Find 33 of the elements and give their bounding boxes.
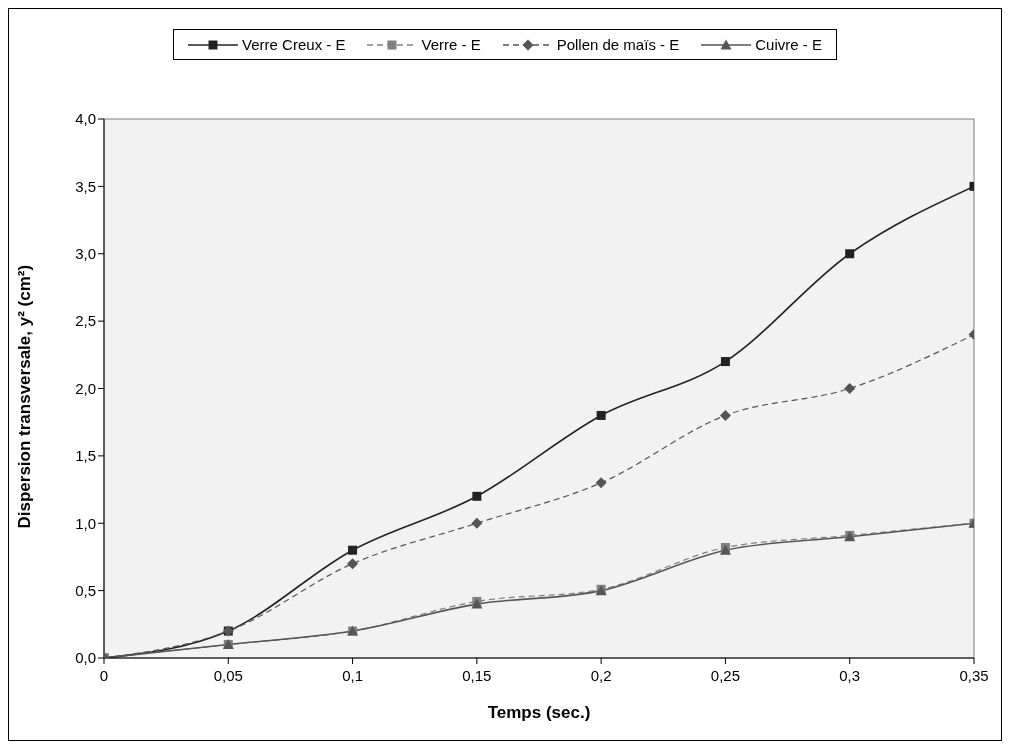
x-tick-label: 0,3 [839, 666, 861, 684]
x-tick-label: 0,2 [590, 666, 612, 684]
point [720, 357, 730, 367]
point [845, 249, 855, 259]
x-tick-label: 0,35 [959, 666, 989, 684]
y-axis-title: Dispersion transversale, y² (cm²) [15, 264, 35, 529]
x-tick-label: 0,05 [213, 666, 243, 684]
legend-label: Verre Creux - E [242, 36, 346, 53]
point [844, 383, 856, 394]
point [348, 545, 358, 555]
y-tick-label: 1,5 [75, 447, 96, 465]
y-tick-label: 3,5 [75, 177, 96, 195]
point [595, 477, 607, 489]
point [719, 409, 731, 421]
y-tick-label: 4,0 [75, 110, 96, 128]
point [347, 558, 359, 570]
y-tick-label: 3,0 [75, 245, 96, 263]
y-tick-label: 0,0 [75, 649, 96, 667]
y-tick-label: 2,0 [75, 379, 96, 397]
x-tick-label: 0,1 [342, 666, 363, 684]
x-tick-label: 0,15 [462, 666, 492, 684]
legend-label: Pollen de maïs - E [556, 36, 680, 53]
point [472, 491, 482, 501]
legend-label: Cuivre - E [755, 36, 822, 53]
point [596, 410, 606, 420]
y-tick-label: 1,0 [75, 514, 96, 532]
point [471, 517, 483, 529]
legend-label: Verre - E [421, 36, 481, 53]
x-tick-label: 0 [99, 666, 109, 684]
x-tick-label: 0,25 [710, 666, 741, 684]
y-tick-label: 2,5 [75, 312, 96, 330]
y-tick-label: 0,5 [75, 581, 96, 599]
x-axis-title: Temps (sec.) [487, 703, 591, 722]
